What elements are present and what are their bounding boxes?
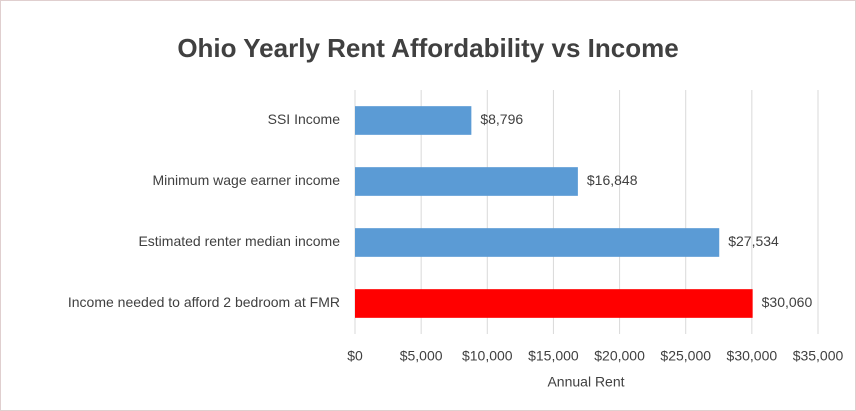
x-tick-label: $15,000 bbox=[528, 348, 579, 364]
bar bbox=[355, 106, 472, 135]
y-tick-label: Minimum wage earner income bbox=[152, 172, 340, 188]
chart-title: Ohio Yearly Rent Affordability vs Income bbox=[177, 33, 678, 63]
bar bbox=[355, 289, 753, 318]
x-tick-label: $25,000 bbox=[660, 348, 711, 364]
bar bbox=[355, 228, 720, 257]
y-tick-label: SSI Income bbox=[268, 111, 341, 127]
value-label: $8,796 bbox=[480, 111, 523, 127]
value-label: $16,848 bbox=[587, 172, 638, 188]
x-axis-title: Annual Rent bbox=[547, 374, 624, 390]
y-tick-label: Income needed to afford 2 bedroom at FMR bbox=[68, 294, 340, 310]
y-tick-label: Estimated renter median income bbox=[138, 233, 340, 249]
x-tick-label: $30,000 bbox=[727, 348, 778, 364]
x-tick-label: $10,000 bbox=[462, 348, 513, 364]
value-label: $27,534 bbox=[728, 233, 779, 249]
x-tick-label: $35,000 bbox=[793, 348, 844, 364]
x-tick-label: $20,000 bbox=[594, 348, 645, 364]
x-tick-label: $5,000 bbox=[400, 348, 443, 364]
value-label: $30,060 bbox=[762, 294, 813, 310]
bar bbox=[355, 167, 578, 196]
x-tick-label: $0 bbox=[347, 348, 363, 364]
